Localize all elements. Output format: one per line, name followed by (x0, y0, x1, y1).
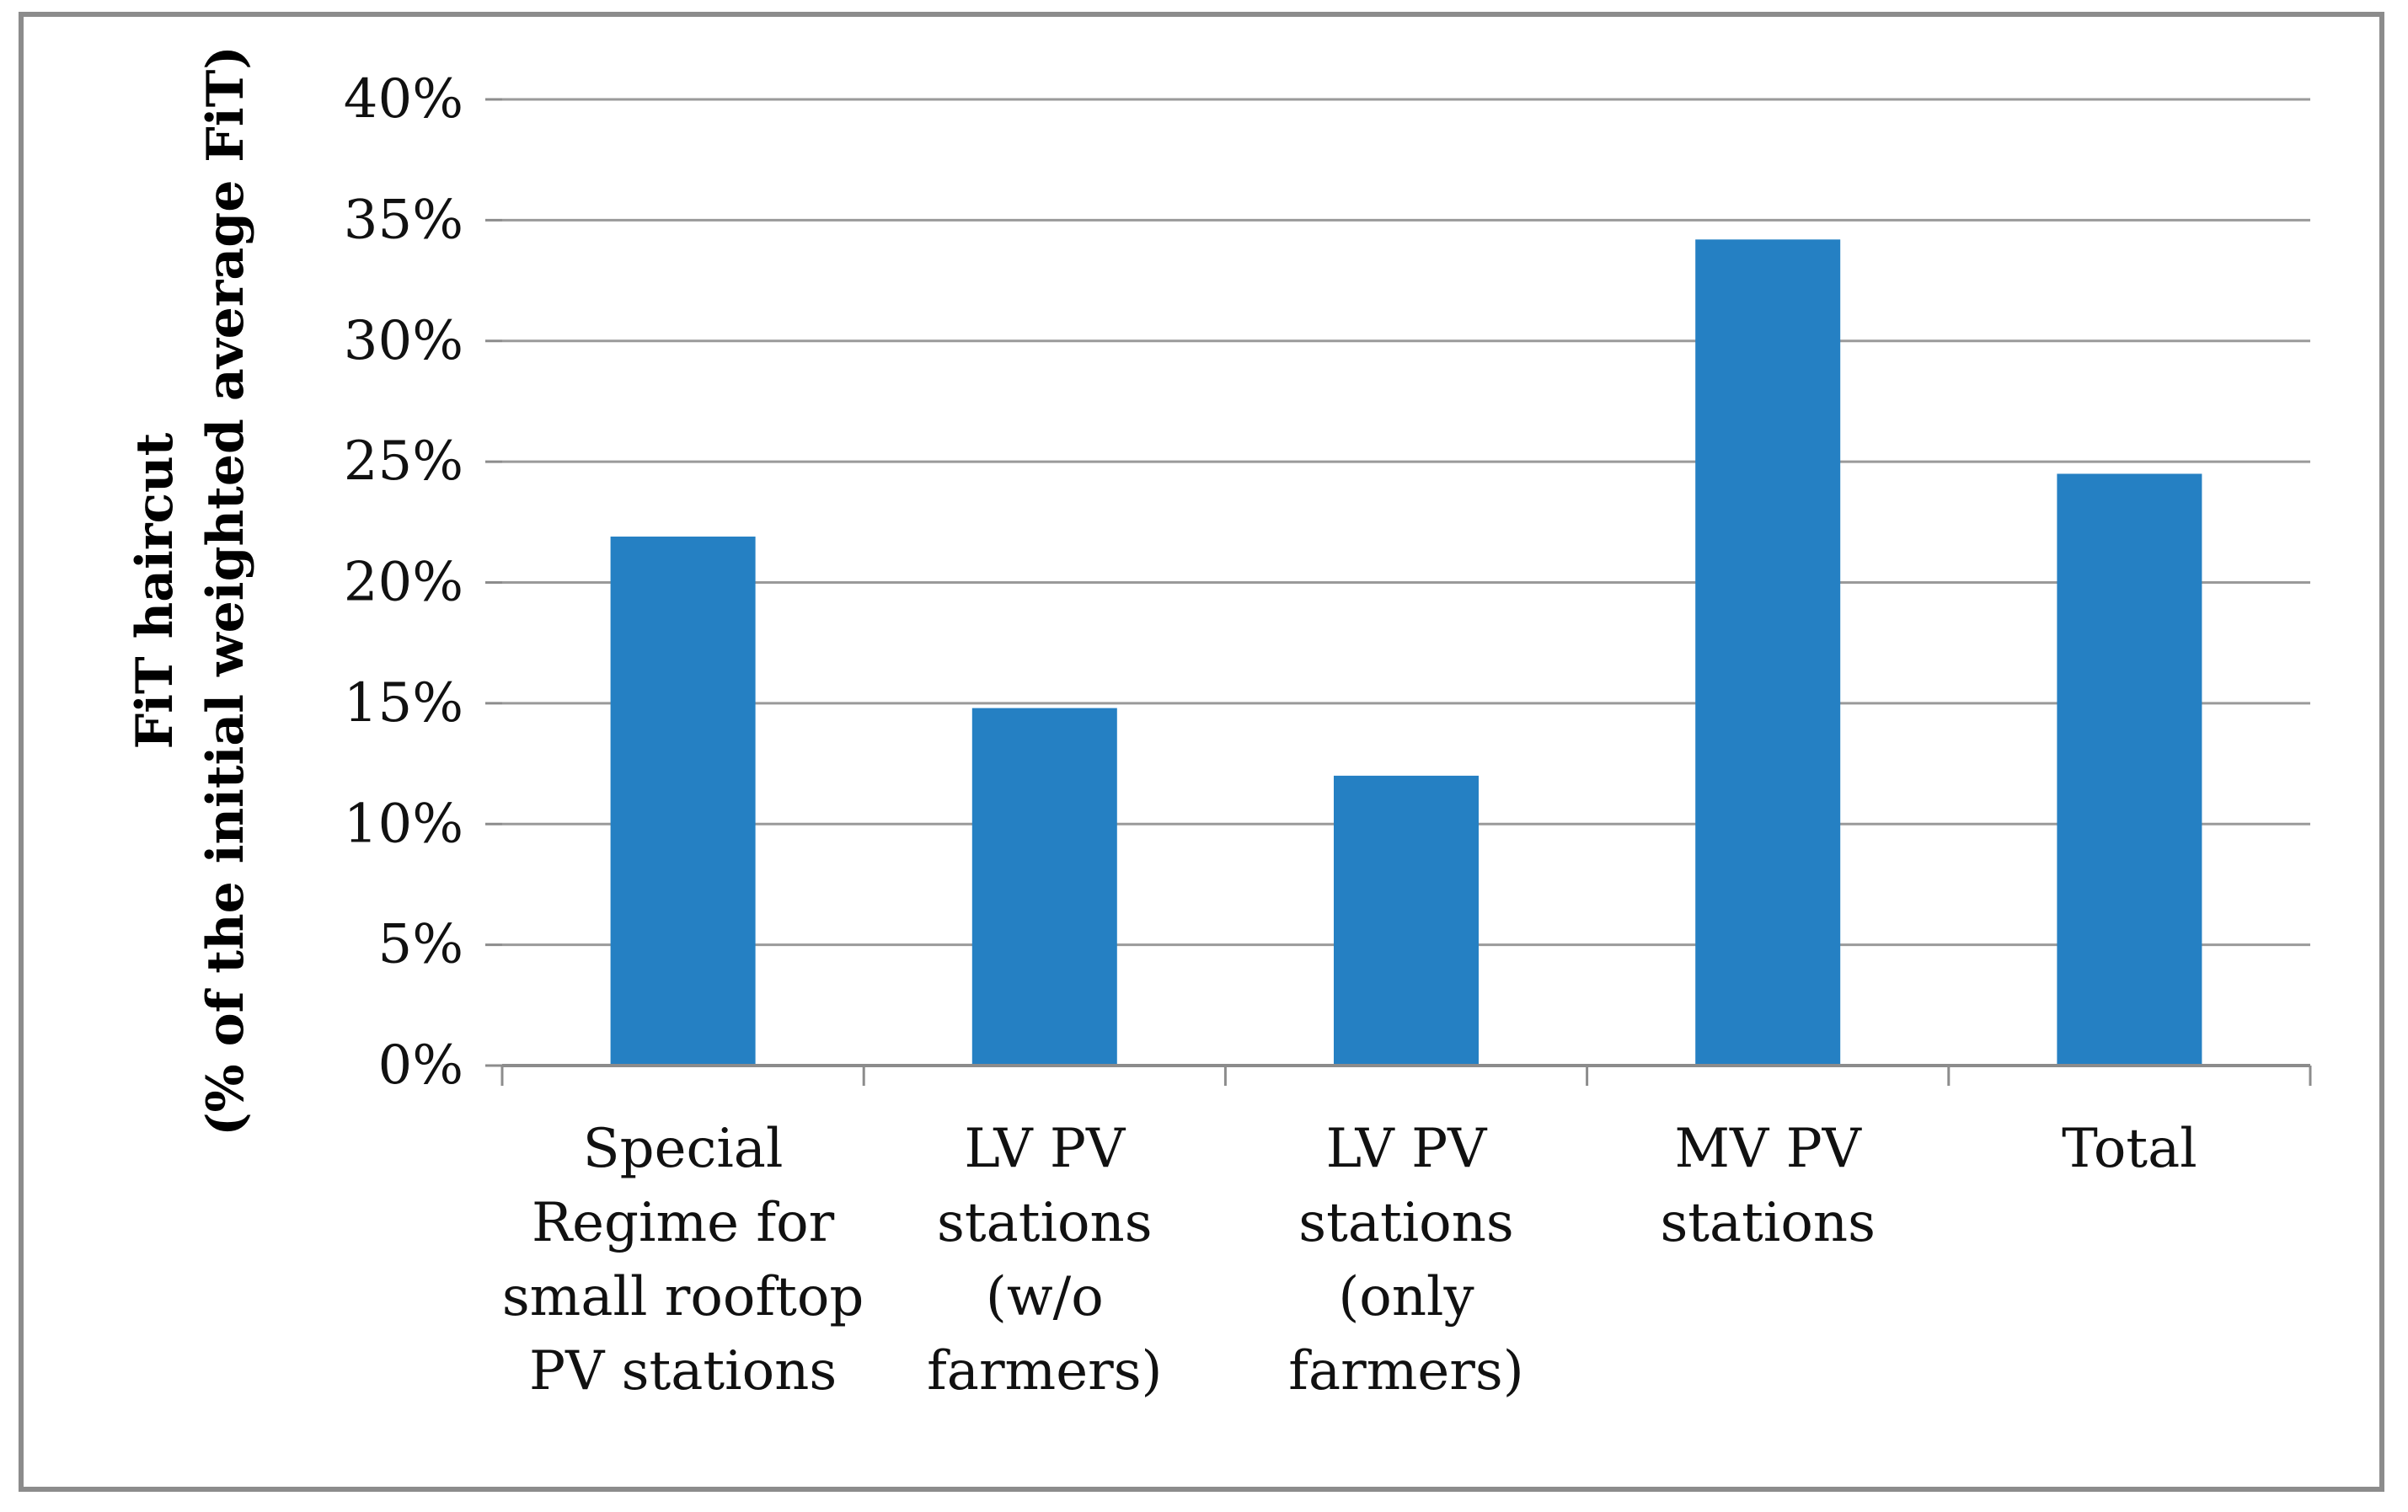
y-tick-label: 20% (344, 552, 463, 614)
y-tick-label: 40% (344, 68, 463, 131)
gridlines (502, 98, 2310, 947)
axes (485, 98, 2312, 1086)
bar (1334, 775, 1479, 1066)
bar (610, 537, 756, 1066)
y-tick-label: 10% (344, 793, 463, 855)
x-category-label: Total (2062, 1118, 2197, 1180)
y-tick-label: 15% (344, 672, 463, 735)
y-tick-label: 5% (377, 914, 463, 976)
y-tick-labels: 0% 5% 10% 15% 20% 25% 30% 35% 40% (344, 68, 463, 1097)
y-tick-label: 35% (344, 189, 463, 251)
bars (610, 239, 2202, 1066)
x-category-label: LV PV stations (only farmers) (1288, 1118, 1523, 1402)
x-category-label: MV PV stations (1660, 1118, 1876, 1254)
y-axis-title: FiT haircut (% of the initial weighted av… (126, 45, 255, 1135)
bar (971, 708, 1117, 1066)
y-tick-label: 0% (377, 1034, 463, 1097)
y-tick-label: 30% (344, 310, 463, 372)
x-category-label: LV PV stations (w/o farmers) (927, 1118, 1162, 1402)
y-tick-label: 25% (344, 430, 463, 493)
bar (2057, 473, 2202, 1066)
x-category-label: Special Regime for small rooftop PV station… (502, 1118, 864, 1402)
x-category-labels: Special Regime for small rooftop PV station… (502, 1118, 2197, 1402)
y-axis-title-line: FiT haircut (126, 432, 185, 749)
chart-frame (19, 12, 2384, 1492)
y-axis-title-line: (% of the initial weighted average FiT) (196, 45, 255, 1135)
bar (1695, 239, 1841, 1066)
